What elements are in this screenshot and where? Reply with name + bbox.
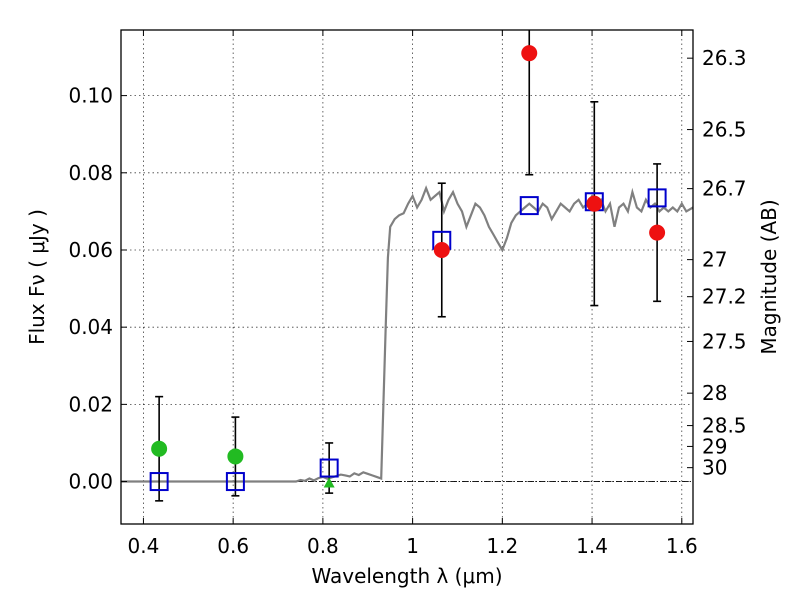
magnitude-tick-label: 27: [702, 248, 727, 272]
axis-ticks: 0.4 0.6 0.8 1 1.2 1.4 1.6 0.00 0.02 0.04 0.06 0.08 0…: [68, 30, 747, 558]
x-axis-title: Wavelength λ (μm): [311, 564, 502, 588]
x-tick-label: 0.4: [128, 534, 160, 558]
y-tick-label: 0.10: [68, 84, 113, 108]
x-tick-label: 1: [406, 534, 419, 558]
magnitude-tick-label: 28: [702, 381, 727, 405]
observed-flux-point: [521, 45, 538, 62]
magnitude-tick-label: 30: [702, 456, 727, 480]
observed-flux-point: [227, 448, 244, 465]
model-band-flux-square: [319, 458, 339, 478]
y-tick-label: 0.02: [68, 392, 113, 416]
magnitude-tick-label: 26.5: [702, 118, 747, 142]
observed-flux-point: [151, 440, 168, 457]
y-axis-title-right: Magnitude (AB): [757, 199, 781, 354]
model-sed-layer: [121, 185, 694, 483]
y-tick-label: 0.04: [68, 315, 113, 339]
magnitude-tick-label: 26.3: [702, 46, 747, 70]
plot-frame: [120, 29, 694, 525]
model-band-flux-square: [519, 196, 539, 216]
x-tick-label: 1.6: [666, 534, 698, 558]
y-tick-label: 0.08: [68, 161, 113, 185]
observed-flux-point: [586, 195, 603, 212]
magnitude-tick-label: 29: [702, 434, 727, 458]
magnitude-tick-label: 26.7: [702, 177, 747, 201]
x-tick-label: 1.4: [576, 534, 608, 558]
x-tick-label: 1.2: [486, 534, 518, 558]
model-band-flux-square: [149, 472, 169, 492]
x-tick-label: 0.6: [217, 534, 249, 558]
upper-limit-triangle: [323, 477, 335, 488]
magnitude-tick-label: 27.2: [702, 285, 747, 309]
model-sed-curve: [121, 185, 694, 483]
y-tick-label: 0.00: [68, 470, 113, 494]
data-markers: [149, 45, 667, 492]
observed-flux-point: [649, 224, 666, 241]
magnitude-tick-label: 28.5: [702, 414, 747, 438]
y-tick-label: 0.06: [68, 238, 113, 262]
grid-lines: [121, 30, 693, 524]
observed-flux-point: [433, 241, 450, 258]
error-bars: [155, 30, 662, 502]
magnitude-tick-label: 27.5: [702, 329, 747, 353]
x-tick-label: 0.8: [307, 534, 339, 558]
y-axis-title-left: Flux Fν ( μJy ): [25, 209, 49, 345]
model-band-flux-square: [647, 188, 667, 208]
model-band-flux-square: [225, 472, 245, 492]
